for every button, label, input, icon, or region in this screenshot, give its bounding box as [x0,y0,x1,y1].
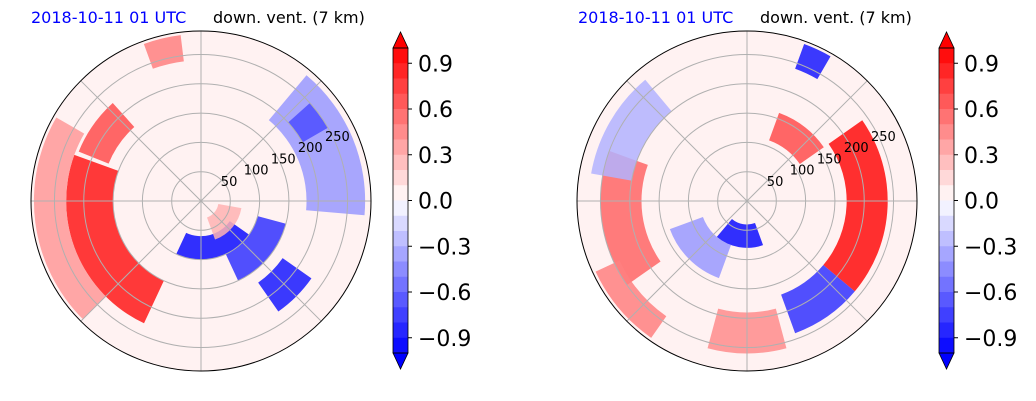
panel-2-field-feature [823,120,888,292]
panel-2-grid-spoke [626,200,748,322]
panel-1-colorbar-band [393,276,408,293]
panel-1-grid-spoke [80,80,202,202]
panel-2-colorbar-extend-min [938,352,955,370]
panel-2-grid-spoke [746,80,868,202]
panel-2-colorbar-band [939,63,954,79]
panel-1-colorbar-band [393,215,408,232]
panel-1-radial-tick-label: 150 [271,152,296,167]
panel-2-colorbar-band [939,322,954,339]
panel-1-field-feature [66,154,164,324]
panel-2-radial-tick-label: 250 [871,130,896,145]
panel-1-colorbar-band [393,109,408,125]
panel-1-radial-tick-label: 250 [325,130,350,145]
panel-2-title: down. vent. (7 km) [760,8,912,27]
panel-2-field-feature [769,112,824,165]
panel-1-radial-tick-label: 100 [244,164,269,179]
panel-1-colorbar-tick-label: 0.0 [418,190,453,215]
panel-2-colorbar-extend-max [938,31,955,49]
panel-1-colorbar-band [393,185,408,201]
panel-2-colorbar-tick-label: 0.3 [964,144,999,169]
panel-2-colorbar-band [939,93,954,110]
panel-1-colorbar-tick-label: −0.3 [418,235,471,260]
panel-2-colorbar-band [939,139,954,156]
panel-1-grid-spoke [200,80,322,202]
panel-1-colorbar-band [393,246,408,262]
panel-2-colorbar-band [939,261,954,278]
panel-2-field-feature [595,260,667,338]
panel-2-radial-tick-label: 50 [767,175,784,190]
panel-2-field-feature [716,218,764,248]
panel-2-colorbar-band [939,154,954,171]
panel-1-colorbar-band [393,292,408,308]
panel-1-radial-tick-label: 200 [298,141,323,156]
panel-1-field-feature [33,117,106,320]
panel-2-colorbar-tick-label: 0.0 [964,190,999,215]
panel-1-grid-spoke [80,200,202,322]
panel-2-colorbar-band [939,78,954,95]
panel-1-field-feature [225,216,286,281]
panel-1-polar-border [30,30,372,372]
panel-2-field-feature [781,265,855,334]
panel-2-colorbar-band [939,48,954,64]
panel-2-colorbar-band [939,185,954,201]
panel-2-colorbar-band [939,337,954,354]
panel-1-colorbar-band [393,154,408,171]
panel-2-colorbar-tick-label: −0.9 [964,327,1017,352]
panel-2-colorbar-tick-label: −0.6 [964,281,1017,306]
panel-1-colorbar-band [393,200,408,217]
panel-2-colorbar-tick-label: 0.6 [964,98,999,123]
panel-1-date-label: 2018-10-11 01 UTC [31,8,187,27]
panel-1-field-feature [268,75,366,216]
panel-2-colorbar-band [939,307,954,323]
panel-1-grid-spoke [200,200,322,322]
panel-2-colorbar-band [939,109,954,125]
panel-1-colorbar-band [393,48,408,64]
panel-1-field-feature [207,204,242,240]
panel-2-radial-tick-label: 200 [844,141,869,156]
panel-1-colorbar-band [393,231,408,247]
panel-1-colorbar-band [393,337,408,354]
panel-2-colorbar-band [939,292,954,308]
panel-1-colorbar-band [393,307,408,323]
panel-2-date-label: 2018-10-11 01 UTC [578,8,734,27]
panel-2-colorbar-band [939,200,954,217]
panel-1-colorbar-band [393,124,408,140]
panel-2-radial-tick-label: 100 [790,164,815,179]
panel-2-polar-border [576,30,918,372]
panel-1-colorbar-band [393,322,408,339]
panel-1-title: down. vent. (7 km) [213,8,365,27]
panel-1-colorbar-tick-label: −0.9 [418,327,471,352]
panel-2-colorbar-band [939,276,954,293]
panel-2-colorbar-tick-label: 0.9 [964,52,999,77]
panel-1-colorbar-band [393,93,408,110]
panel-1-colorbar-band [393,139,408,156]
panel-1-colorbar-band [393,170,408,186]
panel-2-radial-tick-label: 150 [817,152,842,167]
panel-1-field-feature [78,102,135,164]
panel-2-grid-spoke [746,200,868,322]
panel-1-colorbar-band [393,63,408,79]
panel-1-radial-tick-label: 50 [221,175,238,190]
panel-2-colorbar-band [939,170,954,186]
panel-1-colorbar-tick-label: 0.6 [418,98,453,123]
panel-2-colorbar-band [939,231,954,247]
panel-2-colorbar-band [939,124,954,140]
panel-1-colorbar-tick-label: 0.3 [418,144,453,169]
panel-1-colorbar-band [393,261,408,278]
panel-2-colorbar-tick-label: −0.3 [964,235,1017,260]
panel-2-grid-spoke [626,80,748,202]
panel-1-colorbar-extend-max [392,31,409,49]
panel-2-field-feature [795,44,831,80]
panel-2-colorbar-band [939,215,954,232]
panel-1-colorbar-extend-min [392,352,409,370]
panel-1-field-feature [143,35,184,69]
panel-1-colorbar-tick-label: −0.6 [418,281,471,306]
panel-1-colorbar-band [393,78,408,95]
panel-2-colorbar-band [939,246,954,262]
panel-1-colorbar-tick-label: 0.9 [418,52,453,77]
